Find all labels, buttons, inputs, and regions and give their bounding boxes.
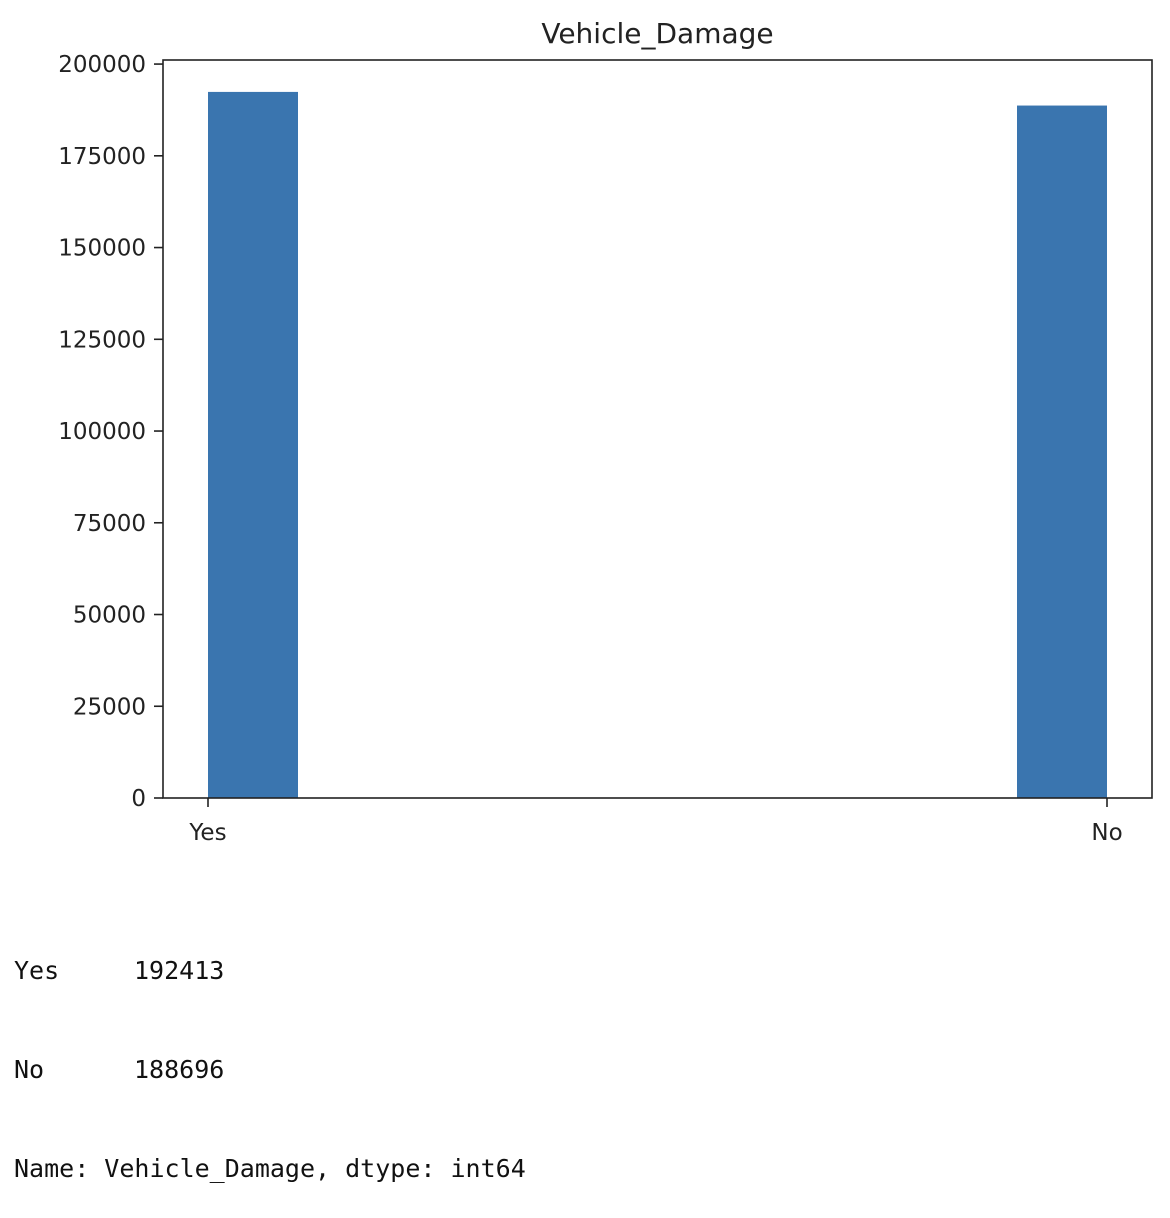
y-tick-label: 200000 [58,52,146,78]
vehicle-damage-chart: 0 25000 50000 75000 100000 125000 150000 175000… [58,17,1153,846]
output-label: No [14,1055,45,1084]
x-tick-label-yes: Yes [188,820,226,846]
output-label: Yes [14,956,60,985]
output-footer: Name: Vehicle_Damage, dtype: int64 [14,1154,526,1183]
y-tick-label: 75000 [73,511,146,537]
bar-yes [208,91,298,798]
output-value: 192413 [134,956,225,985]
y-tick-label: 0 [131,786,146,812]
output-value: 188696 [134,1055,225,1084]
chart-container: 0 25000 50000 75000 100000 125000 150000 175000… [58,17,1153,846]
y-tick-label: 100000 [58,419,146,445]
y-tick-label: 175000 [58,144,146,170]
bar-no [1017,105,1107,798]
y-tick-label: 125000 [58,327,146,353]
output-row-no: No 188696 [14,1053,526,1086]
y-tick-label: 150000 [58,236,146,262]
y-tick-label: 25000 [73,694,146,720]
chart-title: Vehicle_Damage [541,17,773,50]
output-row-yes: Yes 192413 [14,954,526,987]
console-output: Yes 192413 No 188696 Name: Vehicle_Damage,… [14,888,526,1218]
plot-frame [162,59,1153,799]
x-tick-label-no: No [1091,820,1122,846]
y-tick-label: 50000 [73,603,146,629]
